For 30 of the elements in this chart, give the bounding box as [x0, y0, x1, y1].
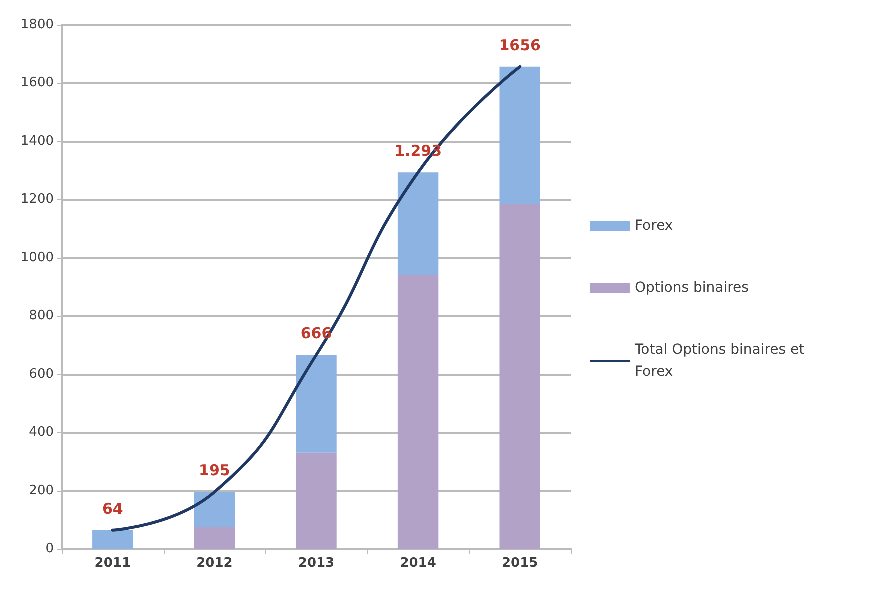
x-tick-label: 2012 — [196, 556, 233, 571]
legend-label: Total Options binaires et Forex — [634, 342, 810, 380]
x-tick-label: 2015 — [502, 556, 538, 571]
x-tick-label: 2011 — [94, 556, 131, 571]
bar — [296, 355, 337, 453]
data-label: 195 — [199, 462, 230, 480]
y-tick-label: 1000 — [20, 250, 54, 266]
bar — [194, 492, 236, 528]
y-tick-label: 200 — [29, 483, 54, 498]
y-tick-label: 1200 — [20, 192, 54, 208]
y-tick-label: 1400 — [20, 134, 54, 149]
y-tick-label: 0 — [46, 542, 54, 556]
x-tick-label: 2013 — [298, 556, 335, 571]
data-label: 1656 — [499, 36, 541, 54]
bar — [398, 172, 439, 276]
y-tick-label: 400 — [29, 425, 54, 440]
bar — [398, 275, 439, 549]
legend-label: Options binaires — [635, 280, 749, 296]
bar — [500, 66, 540, 204]
bar — [500, 204, 540, 549]
x-tick-label: 2014 — [400, 556, 436, 571]
bar — [194, 527, 236, 549]
bar — [92, 530, 134, 549]
y-tick-label: 600 — [29, 366, 54, 382]
y-tick-label: 1800 — [20, 18, 54, 32]
y-tick-label: 1600 — [20, 76, 54, 91]
bar — [296, 452, 337, 549]
legend-label: Forex — [635, 218, 674, 234]
data-label: 64 — [102, 500, 124, 518]
y-tick-label: 800 — [29, 308, 54, 324]
